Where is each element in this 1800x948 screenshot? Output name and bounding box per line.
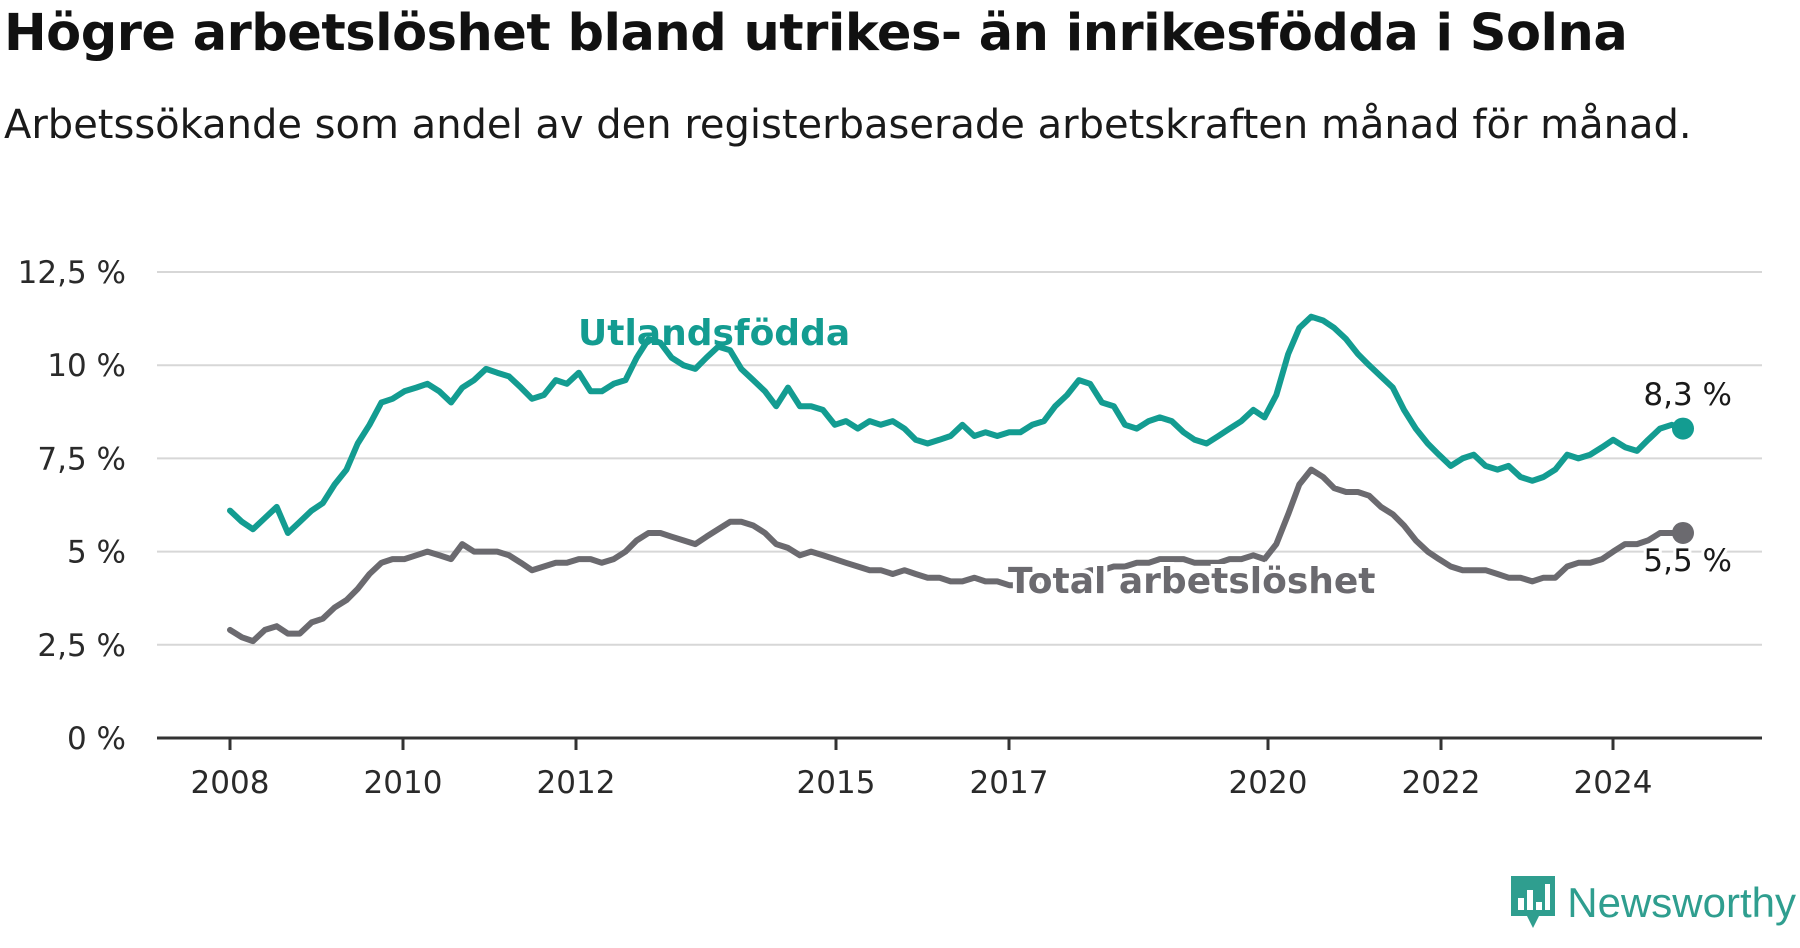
bar-chart-badge-icon (1511, 876, 1556, 928)
y-tick-label: 5 % (67, 535, 126, 571)
series-end-point (1672, 521, 1694, 544)
y-axis-ticks: 0 % 2,5 % 5 % 7,5 % 10 % 12,5 % (18, 255, 126, 757)
x-tick-label: 2015 (797, 765, 876, 801)
x-tick-label: 2020 (1229, 765, 1308, 801)
series-line-total (227, 466, 1686, 645)
gridlines (157, 271, 1762, 740)
series-labels: Utlandsfödda Total arbetslöshet 8,3 % 5,5 % (578, 313, 1735, 606)
brand-logo: Newsworthy (1507, 858, 1796, 948)
x-tick-label: 2024 (1574, 765, 1653, 801)
end-value-label-total: 5,5 % (1643, 543, 1732, 579)
y-tick-label: 2,5 % (37, 628, 126, 664)
y-tick-label: 12,5 % (18, 255, 126, 291)
series-label-utlandsfodda: Utlandsfödda (578, 313, 850, 354)
y-tick-label: 10 % (47, 348, 126, 384)
y-tick-label: 0 % (67, 721, 126, 757)
series-end-point (1672, 417, 1694, 440)
end-value-label-utlandsfodda: 8,3 % (1643, 377, 1732, 413)
brand-name: Newsworthy (1567, 879, 1796, 926)
x-tick-label: 2008 (191, 765, 270, 801)
x-tick-label: 2017 (970, 765, 1049, 801)
series-line-utlandsfodda (227, 313, 1686, 536)
chart-subtitle: Arbetssökande som andel av den registerb… (4, 102, 1692, 148)
x-tick-label: 2010 (364, 765, 443, 801)
y-tick-label: 7,5 % (37, 441, 126, 477)
x-axis-ticks: 2008 2010 2012 2015 2017 2020 2022 2024 (191, 738, 1653, 801)
chart-title: Högre arbetslöshet bland utrikes- än inr… (4, 4, 1628, 63)
series-lines (227, 313, 1694, 645)
series-label-total: Total arbetslöshet (1008, 561, 1376, 602)
x-tick-label: 2022 (1402, 765, 1481, 801)
x-tick-label: 2012 (537, 765, 616, 801)
